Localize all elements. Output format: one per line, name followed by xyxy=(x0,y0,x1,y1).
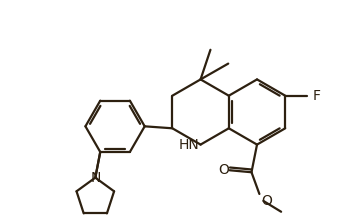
Text: N: N xyxy=(91,171,101,185)
Text: HN: HN xyxy=(178,138,199,152)
Text: O: O xyxy=(218,163,229,177)
Text: F: F xyxy=(313,89,321,103)
Text: O: O xyxy=(261,194,272,208)
